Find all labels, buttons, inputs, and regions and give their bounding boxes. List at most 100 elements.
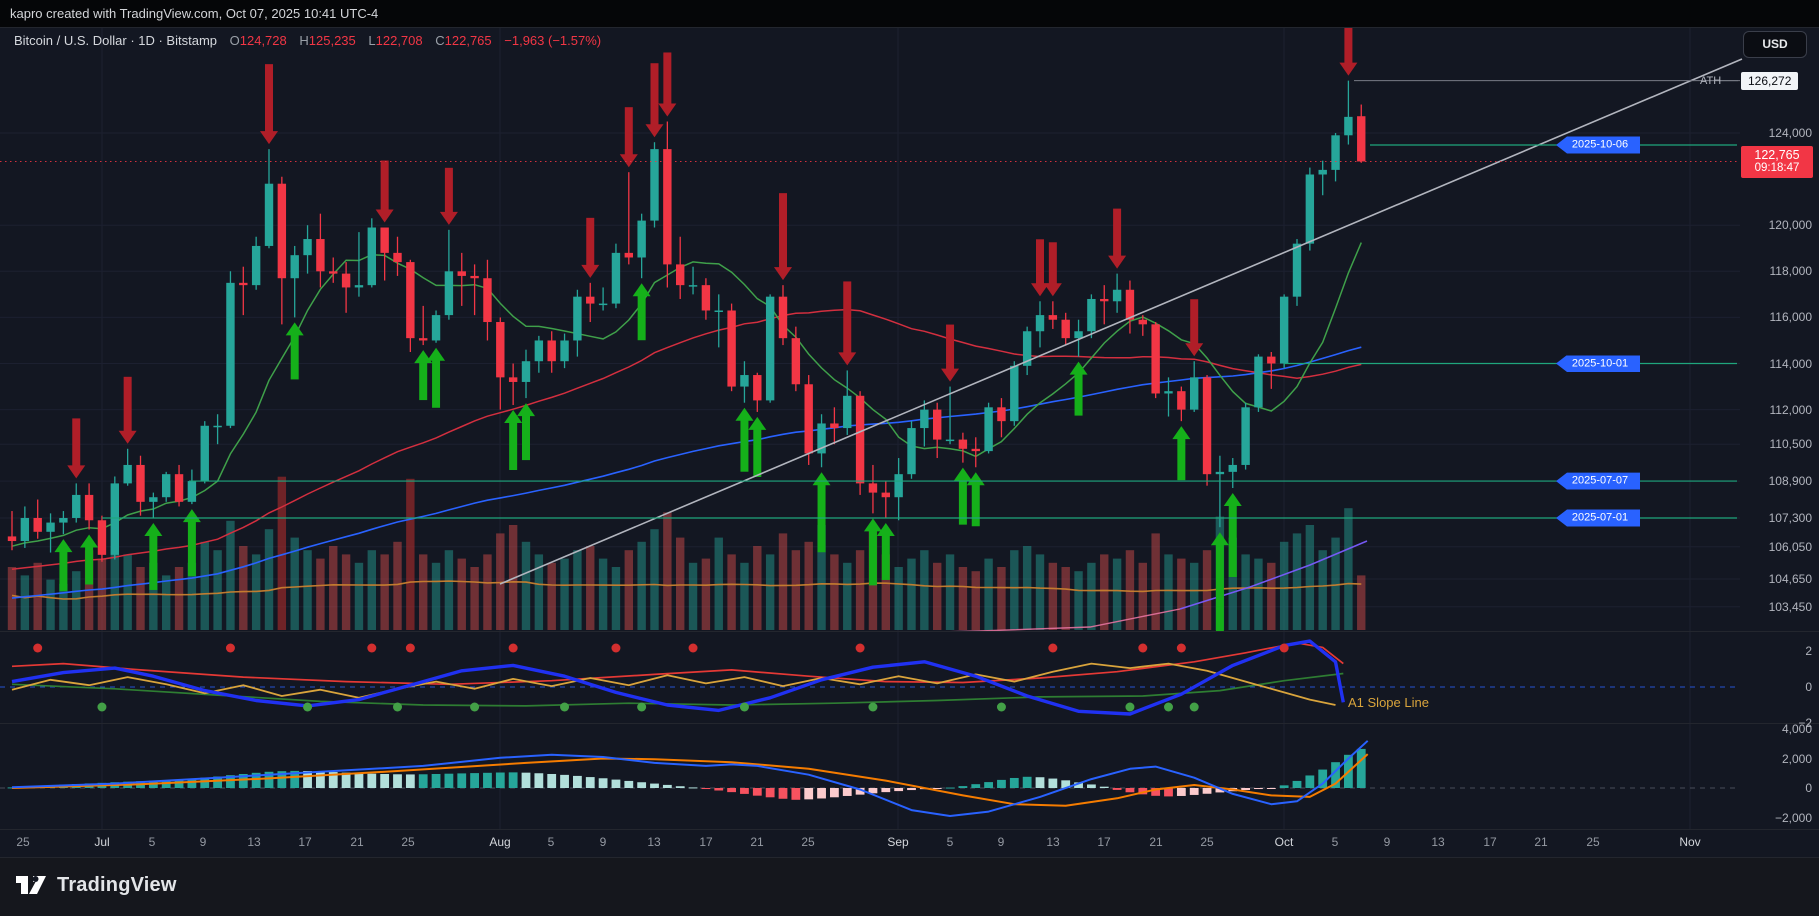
main-pane[interactable]: [0, 22, 1740, 829]
volume-bar: [1177, 558, 1186, 630]
candle-body: [277, 183, 287, 279]
sell-signal-arrow-icon: [941, 324, 960, 382]
time-scale[interactable]: 25 Jul 5 9 13 17 21 25 Aug 5 9 13 17 21 25 Sep 5 9 13 17 21 2…: [0, 829, 1740, 857]
curve-line-purple: [1179, 540, 1368, 610]
slope-blue-line: [11, 639, 1345, 716]
watermark-text: kapro created with TradingView.com, Oct …: [10, 6, 379, 21]
candle-body: [1215, 471, 1225, 475]
macd-hist-bar: [997, 779, 1006, 788]
pane1-red-dot: [855, 643, 865, 653]
price-scale[interactable]: 124,000 120,000 118,000 116,000 114,000 112,0…: [1740, 27, 1819, 857]
pane2-tick-label: −2,000: [1774, 810, 1812, 825]
ohlc-low-label: L: [368, 33, 376, 48]
pane1-green-dot: [1164, 702, 1173, 712]
candle-body: [830, 423, 839, 429]
ath-label: ATH: [1700, 74, 1722, 87]
volume-bar: [7, 567, 17, 630]
symbol-legend[interactable]: Bitcoin / U.S. Dollar · 1D · Bitstamp O1…: [14, 33, 601, 48]
candle-body: [701, 285, 711, 311]
trend-line[interactable]: [499, 58, 1743, 585]
pane1-red-dot: [508, 643, 518, 653]
slope-line-label: A1 Slope Line: [1348, 695, 1429, 710]
macd-hist-bar: [1189, 788, 1199, 795]
candle-body: [1010, 365, 1019, 422]
macd-hist-bar: [1099, 786, 1109, 788]
buy-signal-arrow-icon: [1223, 493, 1242, 578]
slope-pane[interactable]: [0, 27, 1737, 829]
candle-body: [33, 517, 42, 532]
candle-body: [59, 517, 68, 523]
candle-body: [534, 340, 544, 362]
volume-bar: [894, 567, 903, 630]
macd-hist-bar: [1035, 777, 1045, 788]
pane2-tick-label: 2,000: [1781, 751, 1812, 766]
volume-bar: [624, 550, 633, 630]
price-tick-label: 106,050: [1768, 539, 1812, 554]
candle-body: [367, 227, 376, 286]
date-ray-badge[interactable]: 2025-07-07: [1556, 472, 1640, 490]
macd-hist-bar: [765, 788, 775, 798]
candle-body: [419, 338, 428, 341]
volume-bar: [277, 476, 287, 630]
macd-hist-bar: [341, 772, 351, 788]
divider-pane1[interactable]: [0, 631, 1819, 632]
volume-bar: [740, 562, 749, 630]
candle-body: [7, 536, 17, 542]
macd-hist-bar: [598, 778, 608, 788]
macd-pane[interactable]: [0, 27, 1737, 829]
candle-body: [316, 239, 325, 272]
time-tick-day: 5: [1331, 835, 1339, 849]
candle-body: [997, 407, 1006, 422]
symbol-title[interactable]: Bitcoin / U.S. Dollar · 1D · Bitstamp: [14, 33, 217, 48]
macd-hist-bar: [971, 784, 981, 788]
candle-body: [1035, 315, 1045, 332]
macd-hist-bar: [444, 773, 454, 788]
volume-bar: [251, 554, 261, 630]
currency-toggle-button[interactable]: USD: [1743, 31, 1807, 58]
date-ray-badge[interactable]: 2025-10-06: [1556, 136, 1640, 154]
tradingview-logo[interactable]: TradingView: [14, 873, 177, 897]
candle-body: [1357, 116, 1366, 162]
candle-body: [1087, 298, 1096, 332]
volume-bar: [727, 554, 736, 630]
volume-bar: [933, 562, 942, 630]
volume-bar: [843, 562, 852, 630]
time-tick-day: 13: [647, 835, 661, 849]
candle-body: [290, 255, 299, 279]
macd-hist-bar: [842, 788, 852, 796]
candle-body: [303, 239, 312, 256]
price-tick-label: 112,000: [1769, 402, 1813, 417]
sell-signal-arrow-icon: [1185, 299, 1204, 357]
macd-main-line: [11, 740, 1369, 817]
pane1-green-dot: [868, 702, 878, 712]
macd-hist-bar: [226, 775, 235, 788]
volume-bar: [1125, 550, 1135, 630]
candle-body: [1061, 319, 1070, 339]
pane2-tick-label: 4,000: [1781, 722, 1812, 736]
macd-hist-bar: [1164, 788, 1173, 797]
macd-hist-bar: [945, 787, 955, 789]
volume-bar: [611, 567, 621, 630]
volume-bar: [1292, 533, 1302, 630]
volume-bar: [290, 537, 299, 630]
macd-hist-bar: [1138, 788, 1148, 795]
candle-body: [855, 395, 865, 484]
volume-bar: [573, 550, 582, 630]
divider-pane2[interactable]: [0, 723, 1819, 724]
volume-bar: [341, 554, 351, 630]
date-ray-badge[interactable]: 2025-10-01: [1556, 355, 1640, 373]
candle-body: [1318, 169, 1327, 175]
volume-bar: [1112, 558, 1122, 630]
volume-bar: [534, 554, 544, 630]
pane1-red-dot: [1138, 643, 1148, 653]
candle-body: [765, 296, 775, 401]
date-ray-badge[interactable]: 2025-07-01: [1556, 509, 1640, 527]
macd-hist-bar: [290, 770, 300, 788]
curve-line-pink: [949, 608, 1181, 631]
macd-hist-bar: [367, 773, 377, 788]
time-tick-day: 17: [1097, 835, 1111, 849]
candle-body: [817, 423, 826, 454]
macd-signal-line: [11, 753, 1369, 807]
